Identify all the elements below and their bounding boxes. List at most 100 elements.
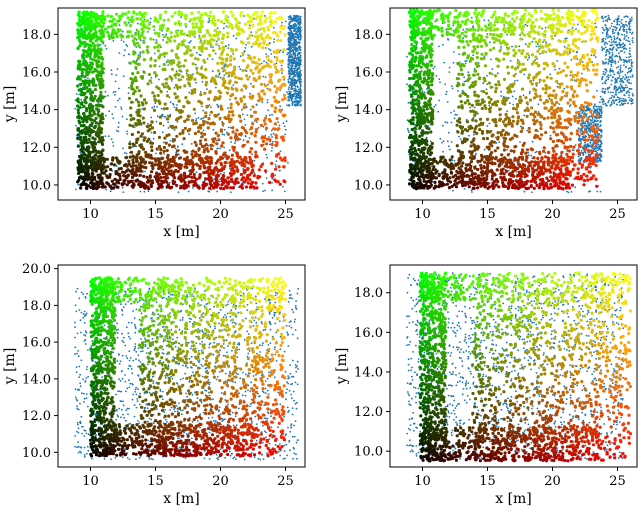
reference-point bbox=[232, 34, 235, 37]
reference-point bbox=[606, 30, 609, 33]
estimate-point bbox=[206, 121, 210, 125]
reference-point bbox=[628, 56, 630, 59]
reference-point bbox=[107, 94, 109, 97]
estimate-point bbox=[175, 117, 180, 121]
reference-point bbox=[541, 27, 544, 30]
estimate-point bbox=[209, 122, 213, 126]
reference-point bbox=[298, 30, 301, 32]
estimate-point bbox=[221, 76, 225, 80]
reference-point bbox=[474, 154, 477, 156]
estimate-point bbox=[199, 40, 203, 44]
reference-point bbox=[629, 19, 632, 22]
reference-point bbox=[610, 83, 613, 86]
estimate-point bbox=[218, 56, 222, 60]
estimate-point bbox=[238, 132, 242, 136]
estimate-point bbox=[187, 180, 191, 185]
estimate-point bbox=[178, 132, 182, 136]
estimate-point bbox=[133, 36, 137, 41]
estimate-point bbox=[236, 137, 240, 141]
estimate-point bbox=[260, 143, 264, 148]
estimate-point bbox=[203, 132, 207, 136]
estimate-point bbox=[120, 170, 125, 174]
reference-point bbox=[121, 186, 124, 189]
reference-point bbox=[619, 50, 622, 53]
estimate-point bbox=[257, 92, 261, 96]
reference-point bbox=[291, 77, 294, 79]
estimate-point bbox=[128, 23, 133, 28]
estimate-point bbox=[254, 118, 258, 122]
reference-point bbox=[619, 69, 622, 72]
estimate-point bbox=[249, 19, 253, 23]
estimate-point bbox=[95, 75, 99, 79]
reference-point bbox=[225, 131, 228, 134]
reference-point bbox=[275, 165, 277, 168]
estimate-point bbox=[120, 14, 124, 18]
reference-point bbox=[601, 78, 604, 81]
reference-point bbox=[287, 88, 290, 91]
reference-point bbox=[155, 120, 158, 123]
estimate-point bbox=[247, 36, 251, 40]
estimate-point bbox=[251, 13, 256, 17]
estimate-point bbox=[191, 149, 195, 153]
estimate-point bbox=[163, 34, 168, 38]
estimate-point bbox=[137, 103, 141, 108]
reference-point bbox=[629, 18, 631, 20]
reference-point bbox=[592, 107, 595, 110]
estimate-point bbox=[282, 179, 286, 183]
reference-point bbox=[261, 101, 264, 104]
reference-point bbox=[574, 144, 577, 147]
estimate-point bbox=[135, 158, 139, 163]
estimate-point bbox=[182, 137, 186, 141]
reference-point bbox=[210, 106, 212, 109]
reference-point bbox=[607, 78, 609, 81]
reference-point bbox=[616, 55, 619, 58]
estimate-point bbox=[221, 141, 225, 145]
estimate-point bbox=[276, 87, 280, 91]
reference-point bbox=[284, 133, 286, 136]
estimate-point bbox=[149, 37, 153, 41]
estimate-point bbox=[112, 163, 116, 167]
reference-point bbox=[612, 91, 614, 94]
estimate-point bbox=[207, 156, 212, 160]
reference-point bbox=[622, 86, 625, 89]
estimate-point bbox=[131, 92, 136, 96]
estimate-point bbox=[89, 79, 93, 83]
reference-point bbox=[173, 106, 176, 109]
reference-point bbox=[281, 21, 283, 24]
reference-point bbox=[288, 86, 290, 89]
reference-point bbox=[120, 106, 122, 109]
estimate-point bbox=[225, 71, 229, 75]
estimate-point bbox=[251, 105, 255, 109]
reference-point bbox=[448, 145, 450, 148]
reference-point bbox=[487, 24, 490, 27]
reference-point bbox=[178, 153, 180, 156]
estimate-point bbox=[76, 136, 80, 141]
estimate-point bbox=[191, 62, 195, 66]
estimate-point bbox=[189, 18, 193, 22]
reference-point bbox=[610, 25, 613, 27]
reference-point bbox=[212, 145, 215, 147]
estimate-point bbox=[130, 180, 134, 184]
reference-point bbox=[580, 72, 583, 75]
estimate-point bbox=[84, 182, 88, 186]
reference-point bbox=[293, 42, 296, 45]
estimate-point bbox=[259, 22, 263, 26]
reference-point bbox=[282, 51, 284, 54]
reference-point bbox=[207, 21, 210, 24]
reference-point bbox=[604, 103, 607, 105]
reference-point bbox=[617, 46, 620, 49]
estimate-point bbox=[193, 154, 197, 158]
estimate-point bbox=[169, 31, 173, 35]
estimate-point bbox=[94, 19, 98, 23]
reference-point bbox=[608, 99, 610, 102]
estimate-point bbox=[144, 184, 148, 188]
reference-point bbox=[235, 37, 238, 40]
reference-point bbox=[219, 76, 222, 79]
estimate-point bbox=[224, 154, 228, 158]
reference-point bbox=[427, 125, 430, 127]
reference-point bbox=[262, 75, 265, 78]
estimate-point bbox=[173, 34, 177, 38]
reference-point bbox=[495, 142, 498, 144]
reference-point bbox=[264, 134, 267, 137]
reference-point bbox=[152, 137, 155, 140]
